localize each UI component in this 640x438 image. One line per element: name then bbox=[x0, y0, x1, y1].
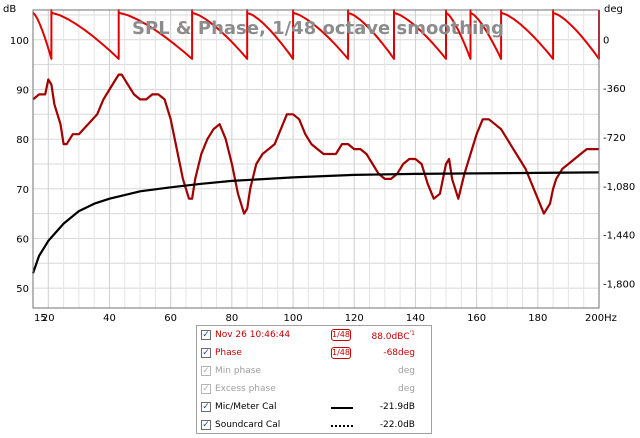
x-tick-label: 140 bbox=[406, 313, 425, 324]
smoothing-badge[interactable]: 1/48 bbox=[331, 347, 351, 359]
legend-row-measurement[interactable]: ✓ Nov 26 10:46:44 1/48 88.0dBC'1 bbox=[197, 327, 433, 345]
mic-cal-series bbox=[31, 171, 600, 274]
plot-frame bbox=[32, 9, 600, 309]
y2-tick-label: -360 bbox=[603, 84, 626, 95]
x-tick-label: 20 bbox=[42, 313, 55, 324]
line-swatch bbox=[331, 407, 353, 409]
y-tick-label: 60 bbox=[16, 234, 29, 245]
legend-value: -21.9dB bbox=[379, 402, 415, 412]
checkbox[interactable]: ✓ bbox=[201, 402, 211, 412]
y-tick-label: 90 bbox=[16, 85, 29, 96]
legend-row-soundcard-cal[interactable]: ✓ Soundcard Cal -22.0dB bbox=[197, 417, 433, 435]
x-tick-label: 100 bbox=[284, 313, 303, 324]
x-tick-label: 60 bbox=[164, 313, 177, 324]
legend-label: Phase bbox=[215, 348, 242, 358]
legend-value: -68deg bbox=[383, 348, 415, 358]
x-tick-label: 180 bbox=[528, 313, 547, 324]
legend-label: Soundcard Cal bbox=[215, 420, 281, 430]
spl-series bbox=[32, 73, 599, 215]
y-tick-label: 70 bbox=[16, 185, 29, 196]
y-tick-label: 50 bbox=[16, 284, 29, 295]
x-tick-label: 15 bbox=[34, 313, 47, 324]
legend-row-mic-cal[interactable]: ✓ Mic/Meter Cal -21.9dB bbox=[197, 399, 433, 417]
y2-tick-label: -720 bbox=[603, 133, 626, 144]
legend-row-phase[interactable]: ✓ Phase 1/48 -68deg bbox=[197, 345, 433, 363]
y2-tick-label: -1,800 bbox=[603, 280, 635, 291]
spl-line bbox=[32, 73, 599, 215]
chart-title: SPL & Phase, 1/48 octave smoothing bbox=[132, 18, 504, 39]
x-tick-label: 160 bbox=[467, 313, 486, 324]
y2-tick-label: 0 bbox=[603, 35, 609, 46]
legend-value: deg bbox=[398, 384, 415, 394]
mic-cal-line bbox=[31, 171, 600, 274]
legend-value: deg bbox=[398, 366, 415, 376]
x-tick-label: 40 bbox=[103, 313, 116, 324]
x-tick-label: 200Hz bbox=[585, 313, 617, 324]
line-swatch bbox=[331, 425, 353, 427]
legend-value: -22.0dB bbox=[379, 420, 415, 430]
y-axis-unit: dB bbox=[3, 4, 16, 15]
legend: ✓ Nov 26 10:46:44 1/48 88.0dBC'1 ✓ Phase… bbox=[196, 325, 432, 434]
x-tick-label: 120 bbox=[345, 313, 364, 324]
smoothing-badge[interactable]: 1/48 bbox=[331, 329, 351, 341]
checkbox[interactable]: ✓ bbox=[201, 384, 211, 394]
x-tick-label: 80 bbox=[225, 313, 238, 324]
checkbox[interactable]: ✓ bbox=[201, 348, 211, 358]
legend-row-excess-phase[interactable]: ✓ Excess phase deg bbox=[197, 381, 433, 399]
legend-value: 88.0dBC'1 bbox=[371, 330, 415, 342]
legend-label: Min phase bbox=[215, 366, 261, 376]
legend-label: Nov 26 10:46:44 bbox=[215, 330, 291, 340]
axis-ticks: 50 60 70 80 90 100 0 -360 -720 -1,080 -1,440 -1,800… bbox=[10, 35, 635, 324]
y2-tick-label: -1,440 bbox=[603, 231, 635, 242]
checkbox[interactable]: ✓ bbox=[201, 366, 211, 376]
legend-row-min-phase[interactable]: ✓ Min phase deg bbox=[197, 363, 433, 381]
checkbox[interactable]: ✓ bbox=[201, 330, 211, 340]
legend-label: Excess phase bbox=[215, 384, 276, 394]
y2-tick-label: -1,080 bbox=[603, 182, 635, 193]
legend-label: Mic/Meter Cal bbox=[215, 402, 277, 412]
checkbox[interactable]: ✓ bbox=[201, 420, 211, 430]
y2-axis-unit: deg bbox=[604, 4, 623, 15]
y-tick-label: 100 bbox=[10, 36, 29, 47]
y-tick-label: 80 bbox=[16, 135, 29, 146]
